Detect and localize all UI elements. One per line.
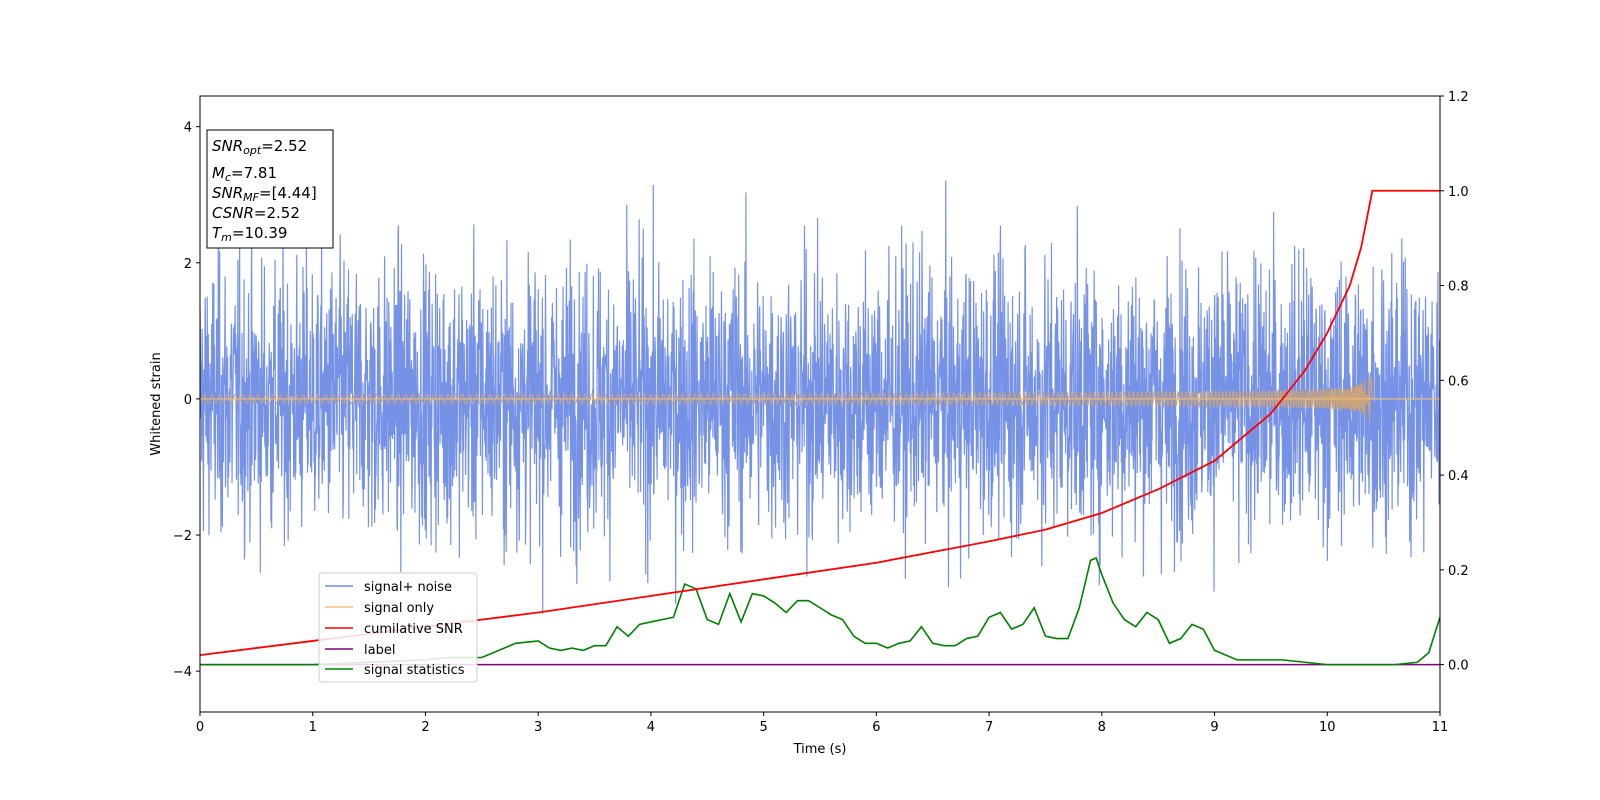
info-tm: Tm=10.39: [212, 224, 287, 244]
y-axis-left: −4 −2 0 2 4: [173, 121, 200, 680]
x-tick-label: 11: [1432, 720, 1449, 735]
x-tick-label: 7: [985, 720, 993, 735]
y-tick-label: 2: [184, 257, 192, 272]
x-tick-label: 1: [309, 720, 317, 735]
x-axis-label: Time (s): [793, 742, 847, 757]
info-snr-mf: SNRMF=[4.44]: [212, 184, 317, 204]
y-tick-label: −2: [173, 529, 192, 544]
x-axis: 0 1 2 3 4 5 6 7 8 9 10 11: [196, 712, 1448, 735]
plot-frame: [199, 95, 1441, 713]
series-cumulative-snr: [200, 189, 1440, 657]
y-axis-label: Whitened strain: [149, 352, 164, 455]
y2-tick-label: 0.6: [1448, 374, 1469, 389]
legend-label-signal-noise: signal+ noise: [364, 580, 452, 595]
x-tick-label: 6: [872, 720, 880, 735]
info-mc: Mc=7.81: [212, 164, 277, 184]
x-tick-label: 0: [196, 720, 204, 735]
legend-label-label: label: [364, 643, 395, 658]
y2-tick-label: 0.2: [1448, 564, 1469, 579]
info-snr-opt: SNRopt=2.52: [212, 137, 307, 157]
y2-tick-label: 0.4: [1448, 469, 1469, 484]
y2-tick-label: 0.0: [1448, 659, 1469, 674]
series-signal-statistics: [200, 556, 1440, 666]
y2-tick-label: 1.0: [1448, 185, 1469, 200]
legend: signal+ noise signal only cumilative SNR…: [318, 572, 478, 683]
legend-label-cumulative-snr: cumilative SNR: [364, 622, 463, 637]
y-tick-label: 4: [184, 121, 192, 136]
x-tick-label: 9: [1210, 720, 1218, 735]
info-box-frame: [206, 129, 334, 249]
info-csnr: CSNR=2.52: [212, 204, 300, 222]
legend-label-signal-only: signal only: [364, 601, 434, 616]
y-tick-label: −4: [173, 665, 192, 680]
x-tick-label: 10: [1319, 720, 1336, 735]
x-tick-label: 4: [647, 720, 655, 735]
y2-tick-label: 1.2: [1448, 90, 1469, 105]
legend-label-signal-statistics: signal statistics: [364, 663, 465, 678]
series-signal-only: [200, 375, 1440, 422]
x-tick-label: 8: [1098, 720, 1106, 735]
info-box: SNRopt=2.52 Mc=7.81 SNRMF=[4.44] CSNR=2.…: [206, 129, 334, 249]
legend-frame: [318, 572, 478, 683]
x-tick-label: 3: [534, 720, 542, 735]
series-signal-noise: [200, 180, 1440, 614]
y2-tick-label: 0.8: [1448, 280, 1469, 295]
x-tick-label: 5: [759, 720, 767, 735]
x-tick-label: 2: [421, 720, 429, 735]
y-axis-right: 0.0 0.2 0.4 0.6 0.8 1.0 1.2: [1440, 90, 1469, 674]
y-tick-label: 0: [184, 393, 192, 408]
